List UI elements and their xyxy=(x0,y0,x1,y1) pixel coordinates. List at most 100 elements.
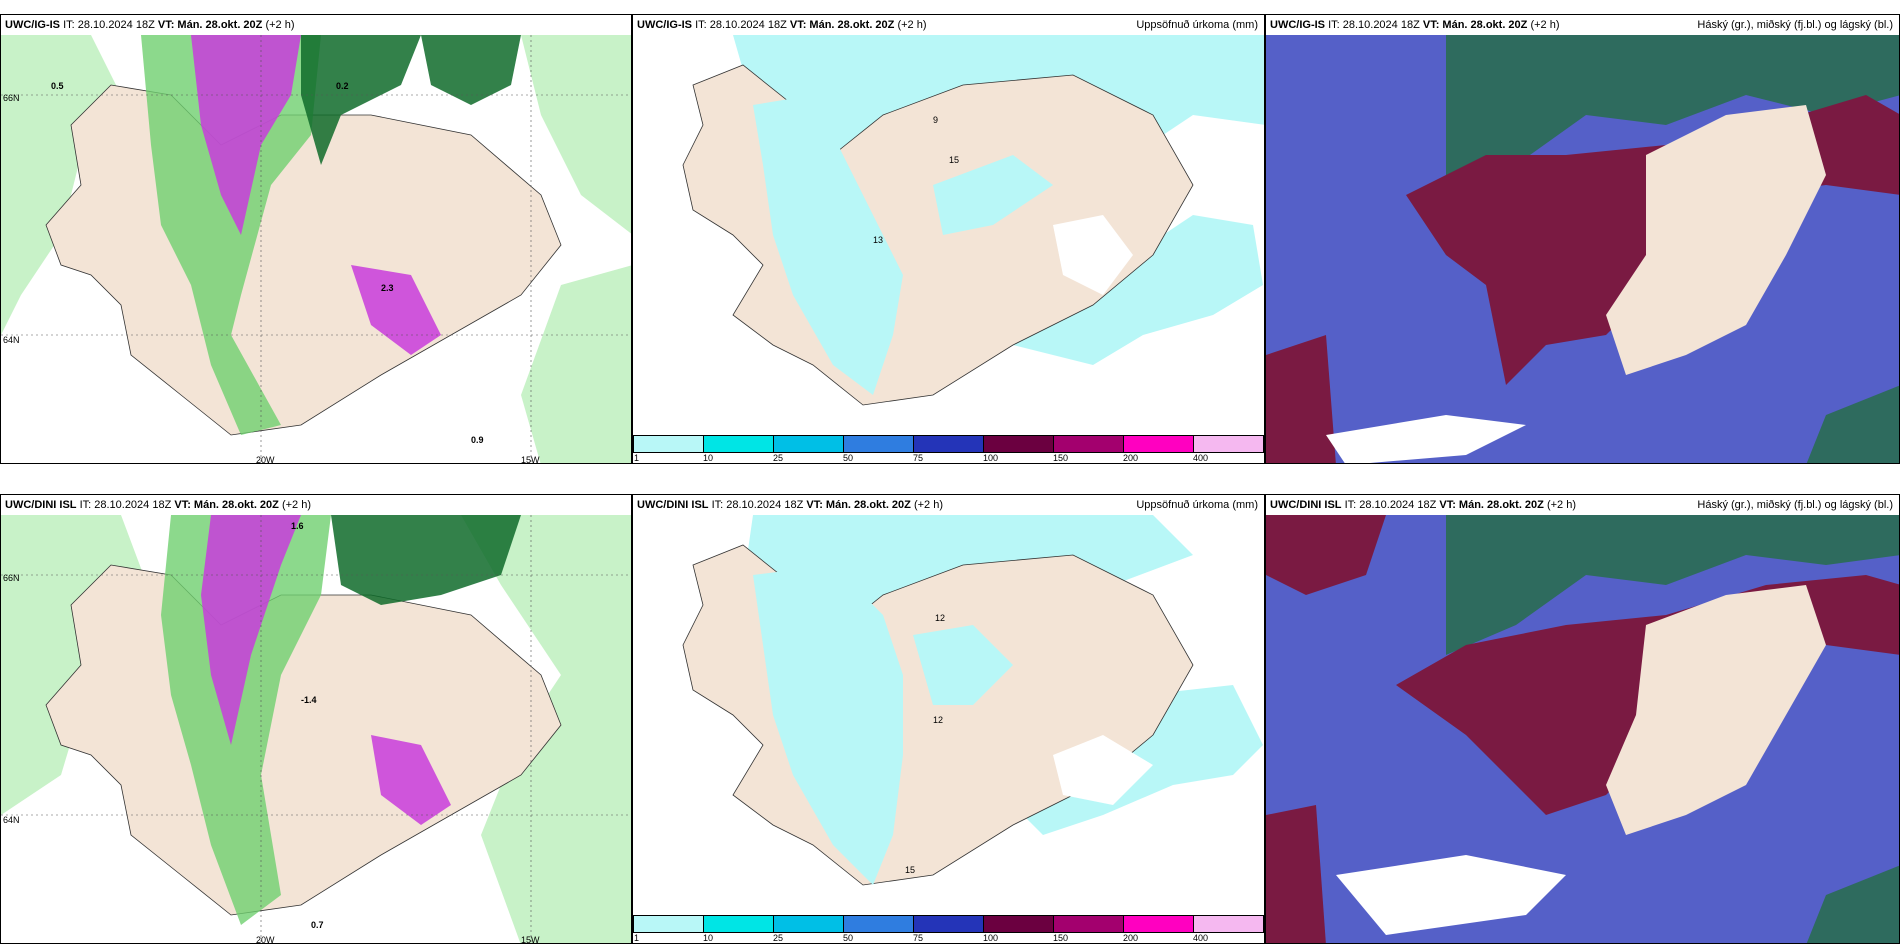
panel-header: UWC/IG-IS IT: 28.10.2024 18Z VT: Mán. 28… xyxy=(1266,15,1899,35)
colorbar-ticks: 1 10 25 50 75 100 150 200 400 xyxy=(633,933,1264,943)
colorbar-tick: 75 xyxy=(913,453,924,463)
precip-value: 12 xyxy=(935,613,946,623)
cloud-panel-row1: UWC/IG-IS IT: 28.10.2024 18Z VT: Mán. 28… xyxy=(1265,14,1900,464)
colorbar-swatch xyxy=(984,916,1054,932)
lat-label-64n: 64N xyxy=(3,335,20,345)
lon-label-15w: 15W xyxy=(521,455,540,464)
colorbar-swatch xyxy=(1124,436,1194,452)
colorbar-swatch xyxy=(634,436,704,452)
colorbar xyxy=(633,435,1264,453)
lon-label-15w: 15W xyxy=(521,935,540,944)
model-name: UWC/DINI ISL xyxy=(1270,499,1342,511)
model-name: UWC/DINI ISL xyxy=(637,499,709,511)
colorbar-swatch xyxy=(704,916,774,932)
panel-header: UWC/IG-IS IT: 28.10.2024 18Z VT: Mán. 28… xyxy=(633,15,1264,35)
wind-value: 0.2 xyxy=(336,81,349,91)
precip-title: Uppsöfnuð úrkoma (mm) xyxy=(1136,499,1258,511)
colorbar-tick: 400 xyxy=(1193,933,1209,943)
colorbar-tick: 50 xyxy=(843,453,854,463)
valid-time: VT: Mán. 28.okt. 20Z xyxy=(789,19,895,31)
colorbar-swatch xyxy=(914,436,984,452)
lat-label-66n: 66N xyxy=(3,573,20,583)
lon-label-20w: 20W xyxy=(256,455,275,464)
precip-title: Uppsöfnuð úrkoma (mm) xyxy=(1136,19,1258,31)
wind-value: 0.5 xyxy=(51,81,64,91)
colorbar-swatch xyxy=(1124,916,1194,932)
valid-time: VT: Mán. 28.okt. 20Z xyxy=(157,19,263,31)
init-time: IT: 28.10.2024 18Z xyxy=(63,19,155,31)
colorbar-swatch xyxy=(984,436,1054,452)
colorbar-tick: 1 xyxy=(634,453,640,463)
lat-label-66n: 66N xyxy=(3,93,20,103)
wind-value: 1.6 xyxy=(291,521,304,531)
lead-time: (+2 h) xyxy=(281,499,311,511)
colorbar-swatch xyxy=(914,916,984,932)
model-name: UWC/IG-IS xyxy=(5,19,60,31)
colorbar-tick: 200 xyxy=(1123,453,1139,463)
cloud-map xyxy=(1266,515,1899,943)
precip-value: 13 xyxy=(873,235,884,245)
wind-precip-panel-row1: UWC/IG-IS IT: 28.10.2024 18Z VT: Mán. 28… xyxy=(0,14,632,464)
panel-header: UWC/DINI ISL IT: 28.10.2024 18Z VT: Mán.… xyxy=(1266,495,1899,515)
init-time: IT: 28.10.2024 18Z xyxy=(1344,499,1437,511)
precip-panel-row1: UWC/IG-IS IT: 28.10.2024 18Z VT: Mán. 28… xyxy=(632,14,1265,464)
colorbar-tick: 25 xyxy=(773,933,784,943)
valid-time: VT: Mán. 28.okt. 20Z xyxy=(174,499,279,511)
colorbar-tick: 100 xyxy=(983,933,999,943)
colorbar-swatch xyxy=(634,916,704,932)
lead-time: (+2 h) xyxy=(897,19,927,31)
model-name: UWC/IG-IS xyxy=(637,19,692,31)
colorbar-tick: 100 xyxy=(983,453,999,463)
colorbar-tick: 1 xyxy=(634,933,640,943)
cloud-panel-row2: UWC/DINI ISL IT: 28.10.2024 18Z VT: Mán.… xyxy=(1265,494,1900,944)
colorbar-tick: 50 xyxy=(843,933,854,943)
colorbar-tick: 150 xyxy=(1053,453,1069,463)
wind-precip-map xyxy=(1,515,631,943)
lead-time: (+2 h) xyxy=(1546,499,1576,511)
lead-time: (+2 h) xyxy=(1530,19,1560,31)
precip-value: 15 xyxy=(949,155,960,165)
colorbar-tick: 400 xyxy=(1193,453,1209,463)
wind-value: 0.7 xyxy=(311,920,324,930)
colorbar-tick: 10 xyxy=(703,453,714,463)
panel-header: UWC/IG-IS IT: 28.10.2024 18Z VT: Mán. 28… xyxy=(1,15,631,35)
colorbar-tick: 150 xyxy=(1053,933,1069,943)
precip-value: 12 xyxy=(933,715,944,725)
wind-precip-map xyxy=(1,35,631,463)
valid-time: VT: Mán. 28.okt. 20Z xyxy=(1439,499,1544,511)
colorbar-ticks: 1 10 25 50 75 100 150 200 400 xyxy=(633,453,1264,463)
colorbar-tick: 10 xyxy=(703,933,714,943)
valid-time: VT: Mán. 28.okt. 20Z xyxy=(1422,19,1528,31)
wind-value: 0.9 xyxy=(471,435,484,445)
colorbar-tick: 25 xyxy=(773,453,784,463)
colorbar-tick: 200 xyxy=(1123,933,1139,943)
colorbar-swatch xyxy=(1194,436,1263,452)
init-time: IT: 28.10.2024 18Z xyxy=(79,499,172,511)
panel-header: UWC/DINI ISL IT: 28.10.2024 18Z VT: Mán.… xyxy=(633,495,1264,515)
colorbar-tick: 75 xyxy=(913,933,924,943)
colorbar-swatch xyxy=(1054,436,1124,452)
model-name: UWC/IG-IS xyxy=(1270,19,1325,31)
precip-map xyxy=(633,515,1264,913)
precip-value: 15 xyxy=(905,865,916,875)
precip-value: 9 xyxy=(933,115,939,125)
precip-panel-row2: UWC/DINI ISL IT: 28.10.2024 18Z VT: Mán.… xyxy=(632,494,1265,944)
colorbar-swatch xyxy=(1194,916,1263,932)
colorbar-swatch xyxy=(1054,916,1124,932)
wind-value: 2.3 xyxy=(381,283,394,293)
lead-time: (+2 h) xyxy=(913,499,943,511)
cloud-title: Háský (gr.), miðský (fj.bl.) og lágský (… xyxy=(1697,499,1893,511)
colorbar xyxy=(633,915,1264,933)
valid-time: VT: Mán. 28.okt. 20Z xyxy=(806,499,911,511)
colorbar-swatch xyxy=(774,916,844,932)
colorbar-swatch xyxy=(774,436,844,452)
panel-header: UWC/DINI ISL IT: 28.10.2024 18Z VT: Mán.… xyxy=(1,495,631,515)
cloud-title: Háský (gr.), miðský (fj.bl.) og lágský (… xyxy=(1697,19,1893,31)
init-time: IT: 28.10.2024 18Z xyxy=(695,19,787,31)
cloud-map xyxy=(1266,35,1899,463)
colorbar-swatch xyxy=(844,436,914,452)
precip-map xyxy=(633,35,1264,433)
init-time: IT: 28.10.2024 18Z xyxy=(1328,19,1420,31)
lon-label-20w: 20W xyxy=(256,935,275,944)
wind-value: -1.4 xyxy=(301,695,317,705)
